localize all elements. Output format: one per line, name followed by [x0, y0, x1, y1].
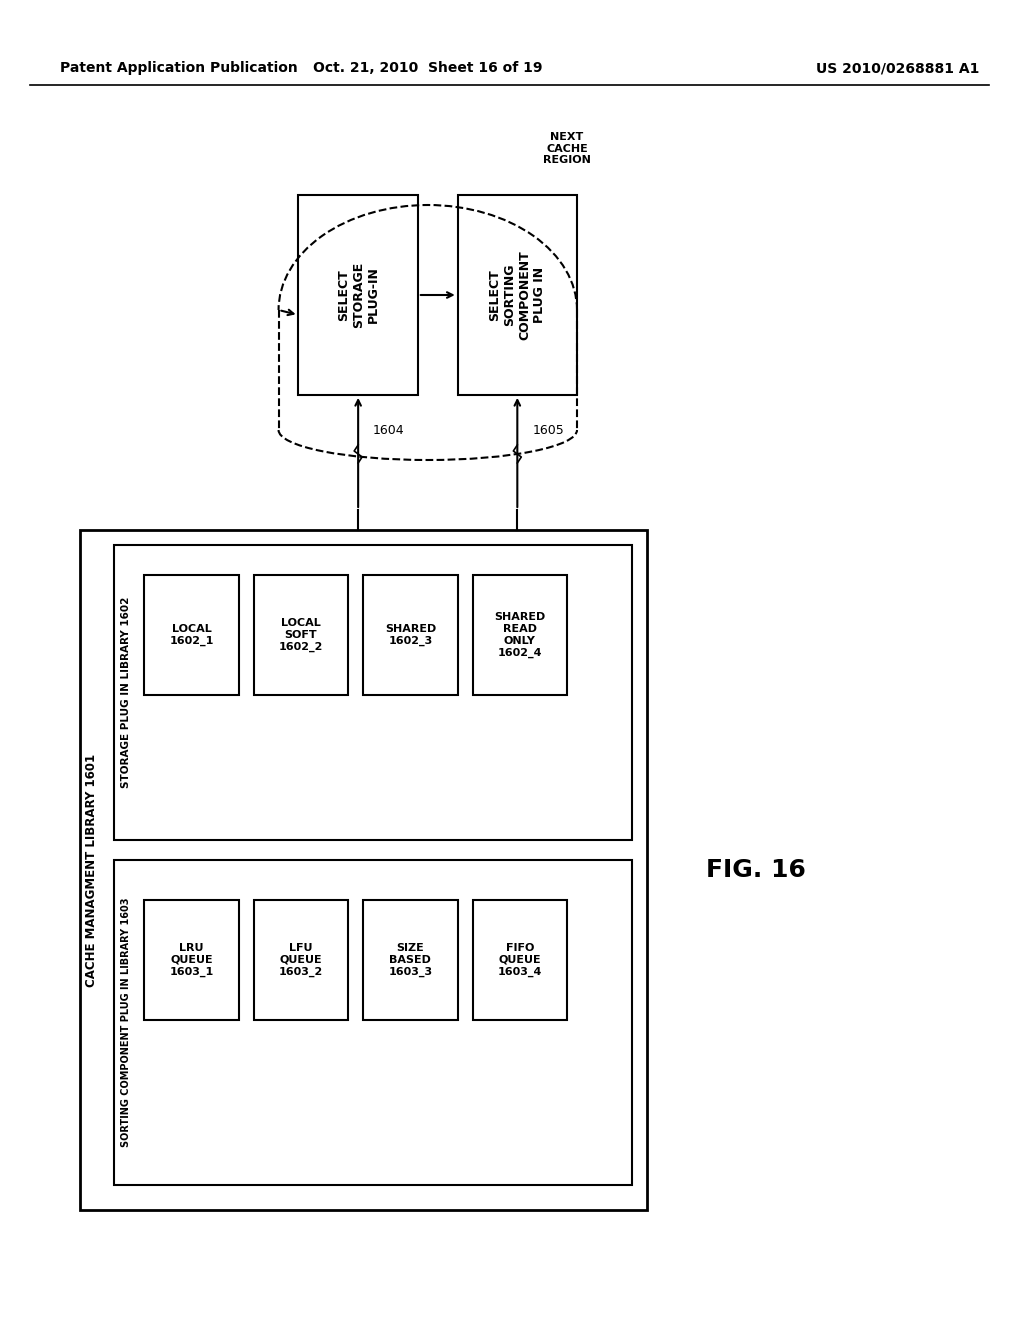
Text: 1604: 1604 — [373, 424, 404, 437]
Text: NEXT
CACHE
REGION: NEXT CACHE REGION — [543, 132, 591, 165]
Bar — [472, 900, 567, 1020]
Text: LOCAL
SOFT
1602_2: LOCAL SOFT 1602_2 — [279, 618, 324, 652]
Bar — [80, 531, 646, 1210]
Bar — [254, 576, 348, 696]
Bar — [144, 576, 239, 696]
Text: SIZE
BASED
1603_3: SIZE BASED 1603_3 — [388, 944, 432, 977]
Bar — [364, 576, 458, 696]
Text: SELECT
SORTING
COMPONENT
PLUG IN: SELECT SORTING COMPONENT PLUG IN — [488, 249, 547, 339]
Text: FIG. 16: FIG. 16 — [707, 858, 806, 882]
Text: Oct. 21, 2010  Sheet 16 of 19: Oct. 21, 2010 Sheet 16 of 19 — [313, 61, 543, 75]
Text: 1605: 1605 — [532, 424, 564, 437]
Bar — [364, 900, 458, 1020]
Text: Patent Application Publication: Patent Application Publication — [59, 61, 297, 75]
Text: SHARED
1602_3: SHARED 1602_3 — [385, 624, 436, 645]
Text: FIFO
QUEUE
1603_4: FIFO QUEUE 1603_4 — [498, 944, 542, 977]
Text: STORAGE PLUG IN LIBRARY 1602: STORAGE PLUG IN LIBRARY 1602 — [122, 597, 131, 788]
Text: US 2010/0268881 A1: US 2010/0268881 A1 — [816, 61, 979, 75]
Text: SHARED
READ
ONLY
1602_4: SHARED READ ONLY 1602_4 — [495, 612, 546, 657]
Bar — [115, 861, 632, 1185]
Bar — [115, 545, 632, 840]
Bar — [144, 900, 239, 1020]
Text: SELECT
STORAGE
PLUG-IN: SELECT STORAGE PLUG-IN — [337, 261, 380, 329]
Bar — [472, 576, 567, 696]
Bar — [254, 900, 348, 1020]
Bar — [298, 195, 418, 395]
Text: LFU
QUEUE
1603_2: LFU QUEUE 1603_2 — [279, 944, 323, 977]
Text: LOCAL
1602_1: LOCAL 1602_1 — [169, 624, 214, 645]
Text: LRU
QUEUE
1603_1: LRU QUEUE 1603_1 — [169, 944, 214, 977]
Text: SORTING COMPONENT PLUG IN LIBRARY 1603: SORTING COMPONENT PLUG IN LIBRARY 1603 — [122, 898, 131, 1147]
Text: CACHE MANAGMENT LIBRARY 1601: CACHE MANAGMENT LIBRARY 1601 — [85, 754, 98, 986]
Bar — [458, 195, 577, 395]
